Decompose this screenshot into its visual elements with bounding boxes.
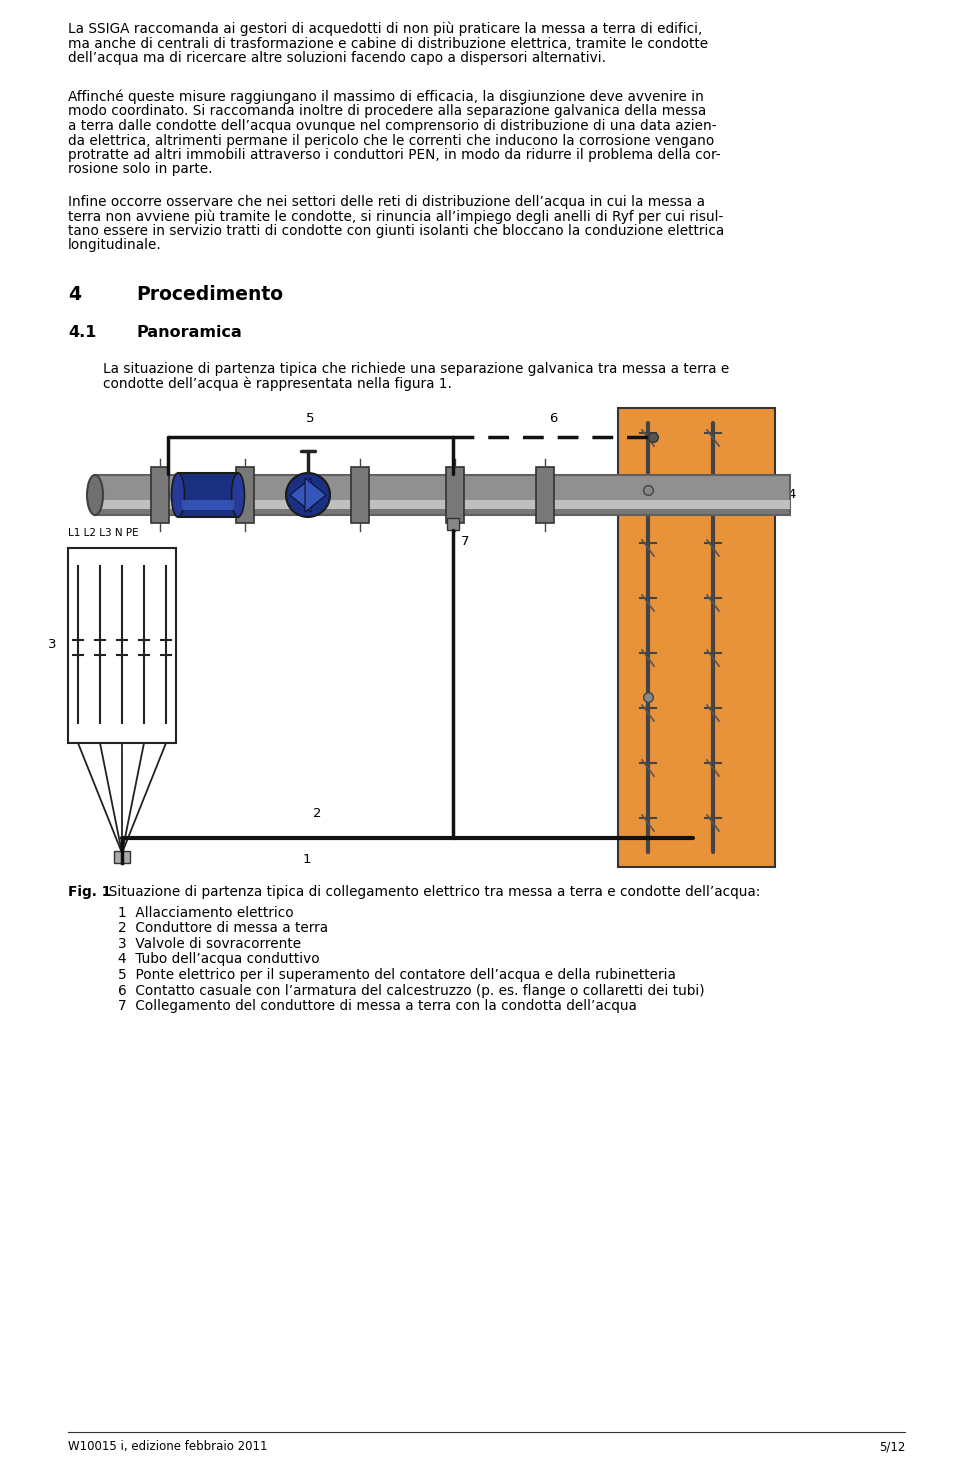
Text: a terra dalle condotte dell’acqua ovunque nel comprensorio di distribuzione di u: a terra dalle condotte dell’acqua ovunqu… — [68, 118, 716, 133]
Text: condotte dell’acqua è rappresentata nella figura 1.: condotte dell’acqua è rappresentata nell… — [103, 377, 452, 390]
Bar — [178, 474, 238, 518]
Ellipse shape — [231, 474, 245, 518]
Ellipse shape — [172, 474, 184, 518]
Text: 5  Ponte elettrico per il superamento del contatore dell’acqua e della rubinette: 5 Ponte elettrico per il superamento del… — [118, 968, 676, 982]
Text: ma anche di centrali di trasformazione e cabine di distribuzione elettrica, tram: ma anche di centrali di trasformazione e… — [68, 37, 708, 51]
Bar — [95, 500, 790, 509]
Text: 7  Collegamento del conduttore di messa a terra con la condotta dell’acqua: 7 Collegamento del conduttore di messa a… — [118, 999, 636, 1013]
Bar — [447, 518, 459, 531]
Bar — [351, 466, 369, 523]
Text: longitudinale.: longitudinale. — [68, 238, 161, 253]
Text: Infine occorre osservare che nei settori delle reti di distribuzione dell’acqua : Infine occorre osservare che nei settori… — [68, 194, 705, 209]
Text: Fig. 1: Fig. 1 — [68, 885, 111, 899]
Bar — [236, 466, 254, 523]
Text: 4.1: 4.1 — [68, 325, 96, 341]
Polygon shape — [305, 478, 326, 512]
Text: 7: 7 — [461, 535, 469, 548]
Text: Situazione di partenza tipica di collegamento elettrico tra messa a terra e cond: Situazione di partenza tipica di collega… — [100, 885, 760, 899]
Text: Affinché queste misure raggiungano il massimo di efficacia, la disgiunzione deve: Affinché queste misure raggiungano il ma… — [68, 91, 704, 104]
Text: 5: 5 — [305, 412, 314, 425]
Ellipse shape — [286, 474, 330, 518]
Text: dell’acqua ma di ricercare altre soluzioni facendo capo a dispersori alternativi: dell’acqua ma di ricercare altre soluzio… — [68, 51, 606, 64]
Bar — [95, 475, 790, 515]
Text: 4: 4 — [787, 488, 796, 501]
Text: rosione solo in parte.: rosione solo in parte. — [68, 162, 212, 177]
Text: 3  Valvole di sovracorrente: 3 Valvole di sovracorrente — [118, 937, 301, 950]
Bar — [95, 509, 790, 515]
Text: La SSIGA raccomanda ai gestori di acquedotti di non più praticare la messa a ter: La SSIGA raccomanda ai gestori di acqued… — [68, 22, 703, 37]
Text: 5/12: 5/12 — [878, 1440, 905, 1453]
Bar — [68, 548, 176, 743]
Text: Procedimento: Procedimento — [136, 285, 283, 304]
Text: 6  Contatto casuale con l’armatura del calcestruzzo (p. es. flange o collaretti : 6 Contatto casuale con l’armatura del ca… — [118, 984, 705, 997]
Bar — [446, 466, 464, 523]
Text: L1 L2 L3 N PE: L1 L2 L3 N PE — [68, 528, 138, 538]
Bar — [536, 466, 554, 523]
Text: tano essere in servizio tratti di condotte con giunti isolanti che bloccano la c: tano essere in servizio tratti di condot… — [68, 224, 724, 238]
Bar — [618, 408, 775, 867]
Ellipse shape — [87, 475, 103, 515]
Bar — [151, 466, 169, 523]
Text: W10015 i, edizione febbraio 2011: W10015 i, edizione febbraio 2011 — [68, 1440, 268, 1453]
Bar — [182, 500, 234, 510]
Text: da elettrica, altrimenti permane il pericolo che le correnti che inducono la cor: da elettrica, altrimenti permane il peri… — [68, 133, 714, 148]
Text: 2: 2 — [313, 807, 322, 820]
Text: Panoramica: Panoramica — [136, 325, 242, 341]
Text: terra non avviene più tramite le condotte, si rinuncia all’impiego degli anelli : terra non avviene più tramite le condott… — [68, 209, 724, 224]
Text: 2  Conduttore di messa a terra: 2 Conduttore di messa a terra — [118, 921, 328, 936]
Polygon shape — [290, 478, 311, 512]
Text: 4: 4 — [68, 285, 81, 304]
Bar — [114, 851, 130, 863]
Text: 6: 6 — [549, 412, 557, 425]
Text: 4  Tubo dell’acqua conduttivo: 4 Tubo dell’acqua conduttivo — [118, 953, 320, 966]
Text: modo coordinato. Si raccomanda inoltre di procedere alla separazione galvanica d: modo coordinato. Si raccomanda inoltre d… — [68, 104, 707, 118]
Text: 1: 1 — [302, 852, 311, 866]
Text: protratte ad altri immobili attraverso i conduttori PEN, in modo da ridurre il p: protratte ad altri immobili attraverso i… — [68, 148, 721, 162]
Text: 3: 3 — [47, 639, 56, 652]
Text: 1  Allacciamento elettrico: 1 Allacciamento elettrico — [118, 906, 294, 920]
Text: La situazione di partenza tipica che richiede una separazione galvanica tra mess: La situazione di partenza tipica che ric… — [103, 363, 730, 376]
